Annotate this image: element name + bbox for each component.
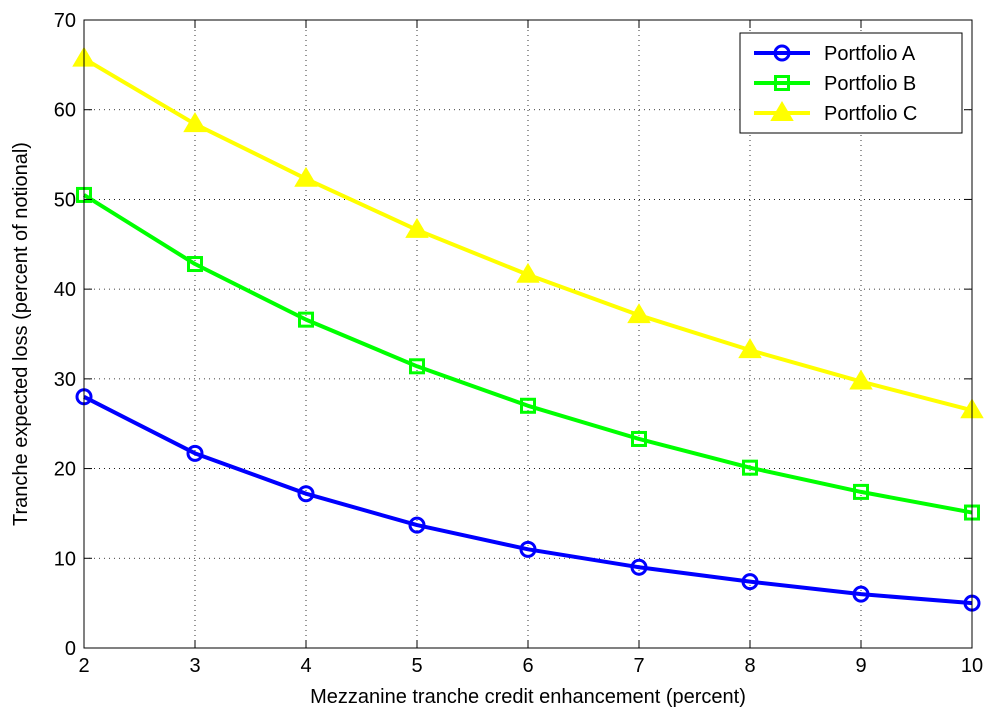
legend-label: Portfolio C: [824, 103, 917, 125]
data-point: [297, 485, 315, 503]
data-point: [516, 262, 540, 283]
data-point: [519, 540, 537, 558]
y-tick-label: 50: [54, 189, 76, 211]
x-tick-label: 3: [189, 655, 200, 677]
legend-item: Portfolio C: [754, 101, 917, 125]
data-point: [741, 573, 759, 591]
series-layer: [72, 46, 984, 612]
series-line: [82, 193, 973, 515]
data-point: [187, 256, 203, 273]
data-point: [408, 516, 426, 534]
data-point: [183, 112, 207, 133]
x-tick-label: 8: [744, 655, 755, 677]
legend-marker: [773, 44, 791, 62]
x-tick-label: 4: [300, 655, 311, 677]
data-point: [405, 217, 429, 238]
series-line: [83, 395, 973, 606]
y-axis-label: Tranche expected loss (percent of notion…: [10, 142, 32, 526]
legend: Portfolio A Portfolio B Portfolio C: [739, 32, 963, 134]
data-point: [409, 358, 425, 375]
x-tick-label: 2: [78, 655, 89, 677]
data-point: [738, 338, 762, 359]
data-point: [520, 397, 536, 414]
y-tick-label: 60: [54, 100, 76, 122]
y-tick-label: 0: [65, 638, 76, 660]
data-point: [627, 303, 651, 324]
legend-marker: [774, 75, 790, 91]
x-tick-label: 5: [411, 655, 422, 677]
legend-item: Portfolio A: [754, 43, 916, 65]
data-point: [853, 483, 869, 500]
data-point: [631, 430, 647, 447]
x-tick-label: 10: [961, 655, 983, 677]
y-tick-label: 40: [54, 279, 76, 301]
x-tick-label: 6: [522, 655, 533, 677]
legend-label: Portfolio B: [824, 73, 916, 95]
x-axis-label: Mezzanine tranche credit enhancement (pe…: [310, 686, 746, 708]
data-point: [298, 311, 314, 328]
y-tick-label: 10: [54, 548, 76, 570]
data-point: [294, 166, 318, 187]
y-tick-label: 20: [54, 459, 76, 481]
y-tick-label: 70: [54, 10, 76, 32]
data-point: [630, 558, 648, 576]
data-point: [852, 585, 870, 603]
data-point: [186, 444, 204, 462]
x-tick-label: 9: [855, 655, 866, 677]
data-point: [849, 369, 873, 390]
axis-ticks: 2 3 4 5 6 7 8 9 10 0 10 20 30 40 50 60 70: [54, 10, 983, 677]
x-tick-label: 7: [633, 655, 644, 677]
y-tick-label: 30: [54, 369, 76, 391]
series-3: [72, 46, 984, 419]
legend-item: Portfolio B: [754, 73, 916, 95]
data-point: [742, 459, 758, 476]
legend-marker: [770, 101, 794, 121]
legend-label: Portfolio A: [824, 43, 916, 65]
